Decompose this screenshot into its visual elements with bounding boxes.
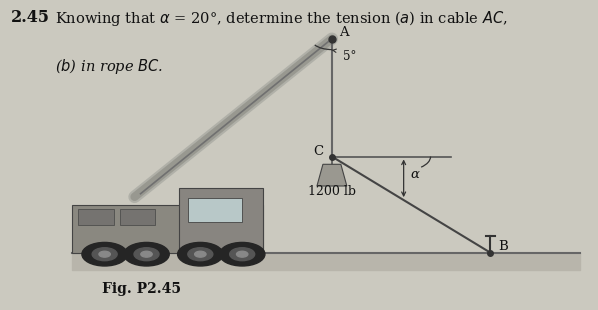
Bar	[72, 205, 263, 253]
Bar	[120, 209, 155, 225]
Circle shape	[230, 248, 255, 261]
Text: B: B	[498, 240, 508, 253]
Circle shape	[178, 242, 223, 266]
Circle shape	[219, 242, 265, 266]
Circle shape	[195, 251, 206, 257]
Text: α: α	[411, 168, 420, 181]
Text: ($b$) in rope $BC$.: ($b$) in rope $BC$.	[55, 57, 163, 76]
Circle shape	[92, 248, 117, 261]
Text: 2.45: 2.45	[11, 9, 50, 26]
Text: Knowing that $\alpha$ = 20°, determine the tension ($a$) in cable $AC$,: Knowing that $\alpha$ = 20°, determine t…	[55, 9, 508, 28]
Circle shape	[134, 248, 159, 261]
Circle shape	[188, 248, 213, 261]
Text: Fig. P2.45: Fig. P2.45	[102, 282, 181, 296]
Text: A: A	[339, 26, 349, 39]
Circle shape	[124, 242, 169, 266]
Circle shape	[237, 251, 248, 257]
Text: C: C	[313, 145, 323, 158]
Circle shape	[99, 251, 110, 257]
Text: 5°: 5°	[343, 50, 356, 63]
Bar	[179, 188, 263, 253]
Text: 1200 lb: 1200 lb	[308, 185, 356, 198]
Circle shape	[82, 242, 127, 266]
Polygon shape	[317, 164, 347, 186]
Bar	[188, 198, 242, 222]
Circle shape	[141, 251, 152, 257]
Bar	[78, 209, 114, 225]
